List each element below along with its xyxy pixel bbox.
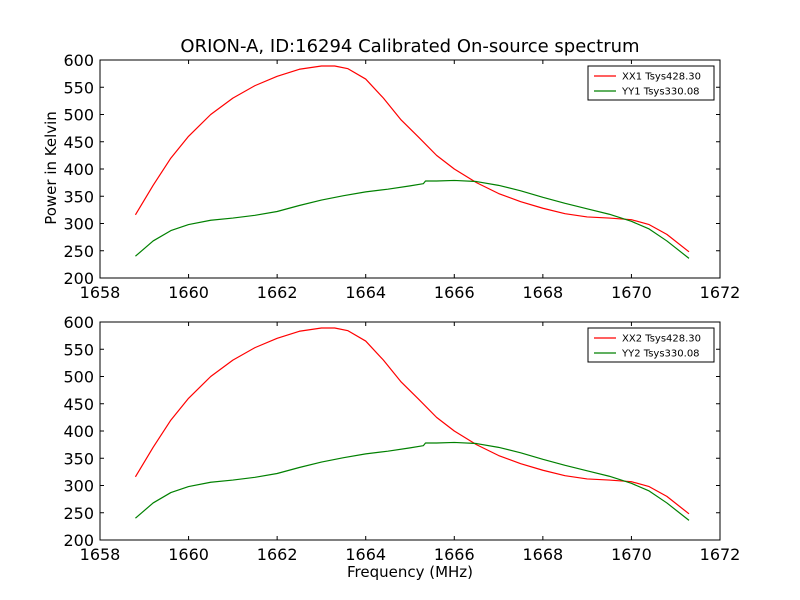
x-tick-label: 1658 [80, 283, 121, 302]
x-tick-label: 1660 [168, 545, 209, 564]
x-tick-label: 1666 [434, 283, 475, 302]
y-tick-label: 500 [63, 368, 94, 387]
x-tick-label: 1658 [80, 545, 121, 564]
series-line-xx1 [134, 65, 690, 253]
x-tick-label: 1662 [257, 283, 298, 302]
x-tick-label: 1672 [700, 283, 741, 302]
x-tick-label: 1664 [345, 545, 386, 564]
y-tick-label: 600 [63, 313, 94, 332]
y-tick-label: 350 [63, 449, 94, 468]
y-tick-label: 300 [63, 215, 94, 234]
x-axis-label: Frequency (MHz) [347, 563, 473, 581]
y-tick-label: 550 [63, 340, 94, 359]
legend-entry: YY1 Tsys330.08 [621, 87, 700, 98]
legend-entry: YY2 Tsys330.08 [621, 349, 700, 360]
legend-box [587, 65, 715, 101]
x-tick-label: 1666 [434, 545, 475, 564]
x-tick-label: 1672 [700, 545, 741, 564]
x-tick-label: 1670 [611, 283, 652, 302]
series-line-xx2 [134, 327, 690, 515]
x-tick-label: 1670 [611, 545, 652, 564]
y-tick-label: 550 [63, 78, 94, 97]
x-tick-label: 1668 [522, 545, 563, 564]
series-line-yy1 [135, 179, 690, 259]
plot-top: 1658 1660 1662 1664 1666 1668 1670 1672 200 250 30… [63, 51, 740, 302]
y-tick-label: 600 [63, 51, 94, 70]
legend: XX2 Tsys428.30 YY2 Tsys330.08 [587, 327, 715, 363]
x-tick-label: 1662 [257, 545, 298, 564]
x-tick-label: 1668 [522, 283, 563, 302]
y-tick-label: 500 [63, 106, 94, 125]
y-tick-label: 200 [63, 531, 94, 550]
y-tick-label: 200 [63, 269, 94, 288]
y-tick-label: 350 [63, 187, 94, 206]
x-tick-label: 1664 [345, 283, 386, 302]
legend-entry: XX2 Tsys428.30 [622, 334, 701, 345]
y-tick-label: 400 [63, 422, 94, 441]
y-tick-label: 300 [63, 477, 94, 496]
y-tick-label: 250 [63, 242, 94, 261]
y-tick-label: 450 [63, 395, 94, 414]
y-tick-label: 400 [63, 160, 94, 179]
legend-box [587, 327, 715, 363]
plot-bottom: 1658 1660 1662 1664 1666 1668 1670 1672 200 250 30… [63, 313, 740, 564]
y-tick-label: 450 [63, 133, 94, 152]
legend-entry: XX1 Tsys428.30 [622, 72, 701, 83]
series-line-yy2 [135, 441, 690, 521]
x-tick-label: 1660 [168, 283, 209, 302]
y-axis-label: Power in Kelvin [42, 111, 60, 225]
y-tick-label: 250 [63, 504, 94, 523]
chart-title: ORION-A, ID:16294 Calibrated On-source s… [180, 36, 639, 57]
legend: XX1 Tsys428.30 YY1 Tsys330.08 [587, 65, 715, 101]
